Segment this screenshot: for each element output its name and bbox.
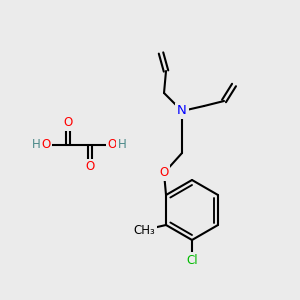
Text: H: H <box>118 139 126 152</box>
Text: Cl: Cl <box>186 254 198 266</box>
Text: H: H <box>32 139 40 152</box>
Text: O: O <box>159 167 169 179</box>
Text: N: N <box>177 104 187 118</box>
Text: O: O <box>107 139 117 152</box>
Text: O: O <box>63 116 73 130</box>
Text: O: O <box>41 139 51 152</box>
Text: CH₃: CH₃ <box>133 224 155 236</box>
Text: O: O <box>85 160 94 173</box>
